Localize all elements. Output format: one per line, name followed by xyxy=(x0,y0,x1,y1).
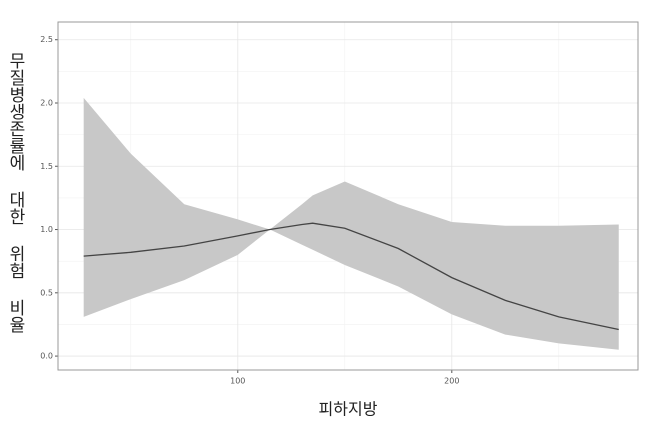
y-tick-label: 0.0 xyxy=(40,352,53,361)
y-tick-label: 0.5 xyxy=(40,288,53,297)
x-axis-label: 피하지방 xyxy=(319,400,378,419)
y-tick-label: 2.5 xyxy=(40,35,53,44)
x-tick-label: 100 xyxy=(230,377,245,386)
confidence-band xyxy=(83,97,619,350)
y-tick-label: 1.0 xyxy=(40,225,53,234)
plot-border xyxy=(57,21,639,371)
y-tick-label: 2.0 xyxy=(40,98,53,107)
x-tick-label: 200 xyxy=(444,377,459,386)
line xyxy=(83,222,619,331)
y-axis-label: 무질병생존률에 대한 위험 비율 xyxy=(5,52,25,333)
y-tick-label: 1.5 xyxy=(40,162,53,171)
